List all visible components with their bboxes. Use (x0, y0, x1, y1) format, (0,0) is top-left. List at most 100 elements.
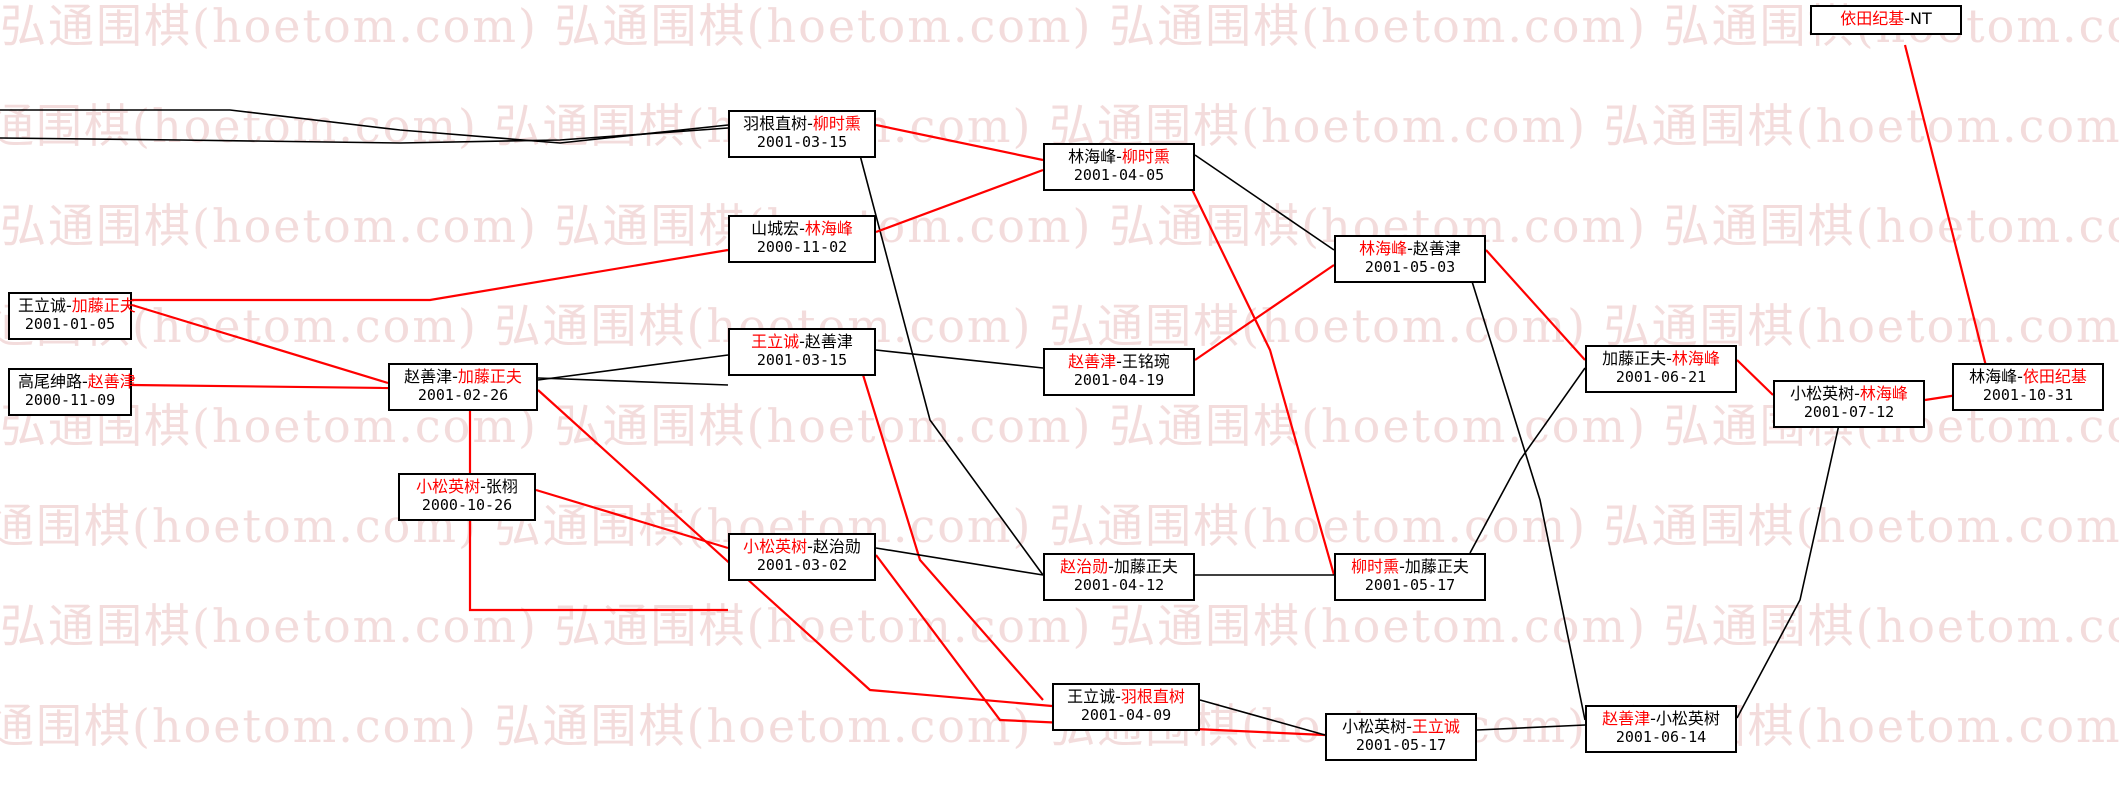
player-separator: - (799, 219, 805, 238)
match-players: 加藤正夫-林海峰 (1595, 349, 1727, 369)
player-right: 林海峰 (1671, 349, 1720, 368)
match-date: 2001-06-14 (1615, 727, 1707, 746)
player-left: 林海峰 (1068, 147, 1117, 166)
player-right: 柳时熏 (1121, 147, 1170, 166)
match-node-m3[interactable]: 赵善津-加藤正夫 2001-02-26 (388, 363, 538, 411)
player-separator: - (799, 332, 805, 351)
match-node-m8[interactable]: 小松英树-赵治勋 2001-03-02 (728, 533, 876, 581)
watermark-text: 弘通围棋(hoetom.com) 弘通围棋(hoetom.com) 弘通围棋(h… (0, 199, 2119, 253)
player-left: 赵善津 (1068, 352, 1117, 371)
match-players: 高尾绅路-赵善津 (18, 372, 136, 392)
connector-m13-down (1469, 274, 1586, 721)
player-left: 王立诚 (751, 332, 800, 351)
player-separator: - (452, 367, 458, 386)
match-players: 林海峰-依田纪基 (1962, 367, 2094, 387)
player-right: 柳时熏 (812, 114, 861, 133)
match-node-m18[interactable]: 小松英树-林海峰 2001-07-12 (1773, 380, 1925, 428)
connector-m5-right (875, 168, 1044, 234)
player-separator: - (66, 296, 72, 315)
player-separator: - (1666, 349, 1672, 368)
player-left: 赵善津 (404, 367, 453, 386)
player-left: 王立诚 (18, 296, 67, 315)
player-separator: - (1904, 9, 1911, 28)
connector-m13-right (1485, 249, 1586, 361)
player-right: 加藤正夫 (457, 367, 522, 386)
player-right: NT (1910, 9, 1932, 28)
connector-m4-right (875, 123, 1044, 162)
match-date: 2001-05-03 (1364, 257, 1456, 276)
match-players: 山城宏-林海峰 (738, 219, 866, 239)
match-players: 小松英树-王立诚 (1335, 717, 1467, 737)
player-right: 赵善津 (1412, 239, 1461, 258)
player-right: 小松英树 (1655, 709, 1720, 728)
match-players: 依田纪基-NT (1820, 9, 1952, 29)
connector-m6-right (875, 349, 1044, 369)
connector-m10-right (1194, 154, 1335, 251)
player-left: 王立诚 (1067, 687, 1116, 706)
player-left: 依田纪基 (1840, 9, 1905, 28)
match-node-m2[interactable]: 高尾绅路-赵善津 2000-11-09 (8, 368, 136, 416)
player-left: 林海峰 (1969, 367, 2018, 386)
connector-m8-right (875, 547, 1044, 576)
player-left: 赵善津 (1602, 709, 1651, 728)
match-players: 小松英树-赵治勋 (738, 537, 866, 557)
match-date: 2000-11-09 (24, 390, 116, 409)
player-left: 高尾绅路 (18, 372, 83, 391)
match-node-m4[interactable]: 羽根直树-柳时熏 2001-03-15 (728, 110, 876, 158)
match-node-m20[interactable]: 林海峰-依田纪基 2001-10-31 (1952, 363, 2104, 411)
connector-m9-right (1199, 699, 1326, 736)
connector-m1-up (132, 248, 729, 302)
match-node-m7[interactable]: 小松英树-张栩 2000-10-26 (398, 473, 536, 521)
player-right: 依田纪基 (2022, 367, 2087, 386)
player-separator: - (807, 114, 813, 133)
match-date: 2001-07-12 (1803, 402, 1895, 421)
connector-m3-up1 (537, 354, 729, 381)
player-right: 羽根直树 (1120, 687, 1185, 706)
match-date: 2001-01-05 (24, 314, 116, 333)
connector-m1-right (131, 303, 389, 385)
player-separator: - (1854, 384, 1860, 403)
match-node-m16[interactable]: 加藤正夫-林海峰 2001-06-21 (1585, 345, 1737, 393)
player-separator: - (1407, 239, 1413, 258)
match-node-m15[interactable]: 小松英树-王立诚 2001-05-17 (1325, 713, 1477, 761)
player-separator: - (1406, 717, 1412, 736)
player-separator: - (1116, 147, 1122, 166)
match-date: 2001-04-09 (1080, 705, 1172, 724)
match-date: 2001-10-31 (1982, 385, 2074, 404)
match-date: 2001-04-12 (1073, 575, 1165, 594)
connector-m2-right (131, 383, 389, 390)
player-left: 赵治勋 (1060, 557, 1109, 576)
connector-m11-right (1194, 264, 1335, 361)
match-date: 2001-04-05 (1073, 165, 1165, 184)
match-node-m19[interactable]: 依田纪基-NT (1810, 5, 1962, 35)
match-node-m11[interactable]: 赵善津-王铭琬 2001-04-19 (1043, 348, 1195, 396)
match-node-m5[interactable]: 山城宏-林海峰 2000-11-02 (728, 215, 876, 263)
player-left: 山城宏 (751, 219, 800, 238)
match-node-m12[interactable]: 赵治勋-加藤正夫 2001-04-12 (1043, 553, 1195, 601)
match-node-m14[interactable]: 柳时熏-加藤正夫 2001-05-17 (1334, 553, 1486, 601)
match-date: 2001-03-15 (756, 132, 848, 151)
player-right: 林海峰 (1859, 384, 1908, 403)
player-right: 王铭琬 (1121, 352, 1170, 371)
connector-m14-right (1469, 367, 1586, 554)
connector-m15-right (1476, 724, 1586, 731)
connector-m16-right (1736, 359, 1774, 396)
match-node-m10[interactable]: 林海峰-柳时熏 2001-04-05 (1043, 143, 1195, 191)
match-players: 柳时熏-加藤正夫 (1344, 557, 1476, 577)
match-players: 羽根直树-柳时熏 (738, 114, 866, 134)
match-node-m6[interactable]: 王立诚-赵善津 2001-03-15 (728, 328, 876, 376)
player-left: 羽根直树 (743, 114, 808, 133)
match-node-m1[interactable]: 王立诚-加藤正夫 2001-01-05 (8, 292, 136, 340)
match-players: 王立诚-加藤正夫 (18, 296, 136, 316)
match-node-m9[interactable]: 王立诚-羽根直树 2001-04-09 (1052, 683, 1200, 731)
player-right: 赵善津 (87, 372, 136, 391)
match-node-m13[interactable]: 林海峰-赵善津 2001-05-03 (1334, 235, 1486, 283)
match-date: 2001-02-26 (417, 385, 509, 404)
match-node-m17[interactable]: 赵善津-小松英树 2001-06-14 (1585, 705, 1737, 753)
match-players: 赵治勋-加藤正夫 (1053, 557, 1185, 577)
player-left: 柳时熏 (1351, 557, 1400, 576)
player-separator: - (2017, 367, 2023, 386)
player-left: 小松英树 (743, 537, 808, 556)
connector-m3-up2 (537, 377, 729, 386)
